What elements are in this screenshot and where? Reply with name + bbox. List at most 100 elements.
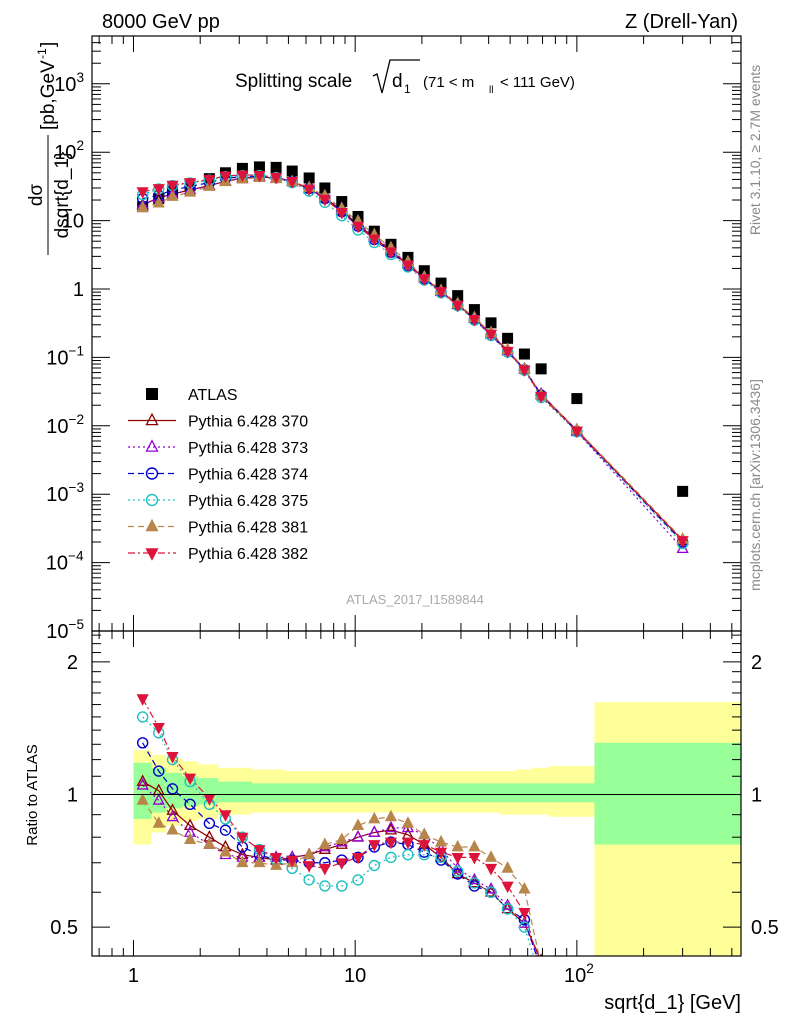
ratio-point-p382 bbox=[183, 773, 197, 786]
ratio-point-p370 bbox=[166, 803, 179, 815]
sqrt-symbol bbox=[372, 59, 420, 94]
ratio-band-green-bin bbox=[217, 781, 235, 803]
ratio-point-p381 bbox=[384, 809, 398, 822]
ratio-point-p373 bbox=[351, 830, 365, 842]
top-point-ATLAS bbox=[435, 277, 447, 289]
ratio-point-p373 bbox=[136, 778, 149, 790]
ratio-point-p382 bbox=[253, 845, 266, 857]
x-tick-label: 10 bbox=[344, 965, 366, 987]
top-y-tick-label: 10 bbox=[62, 211, 84, 233]
top-point-ATLAS bbox=[485, 317, 497, 329]
analysis-id-label: ATLAS_2017_I1589844 bbox=[346, 592, 484, 607]
ratio-band-green-bin bbox=[399, 783, 417, 803]
top-point-p382 bbox=[468, 314, 481, 327]
top-point-p382 bbox=[434, 287, 448, 299]
ratio-point-p382 bbox=[384, 837, 398, 850]
top-point-ATLAS bbox=[535, 363, 547, 375]
ratio-point-p382 bbox=[518, 908, 531, 920]
top-y-tick-label: 102 bbox=[54, 138, 84, 164]
ratio-point-p382 bbox=[536, 966, 546, 976]
ratio-band-green-bin bbox=[266, 783, 286, 803]
ratio-band-green-bin bbox=[499, 783, 517, 803]
ratio-point-p381 bbox=[501, 861, 514, 873]
ratio-y-axis-label: Ratio to ATLAS bbox=[24, 744, 41, 845]
ratio-point-p375 bbox=[385, 851, 397, 864]
ratio-band-green-bin bbox=[301, 783, 318, 803]
ratio-series-layer bbox=[136, 694, 546, 976]
legend-marker bbox=[145, 467, 159, 480]
ratio-point-p375 bbox=[352, 874, 364, 886]
top-panel-frame bbox=[91, 35, 742, 632]
top-y-tick-label: 103 bbox=[54, 70, 84, 96]
ratio-point-p381 bbox=[166, 823, 179, 835]
legend-label: Pythia 6.428 374 bbox=[188, 467, 308, 484]
x-tick-label: 102 bbox=[564, 961, 594, 987]
mcplots-site-label: mcplots.cern.ch [arXiv:1306.3436] bbox=[747, 379, 763, 591]
legend-entry-p382: Pythia 6.428 382 bbox=[128, 546, 308, 563]
top-point-ATLAS bbox=[253, 161, 265, 173]
ratio-point-p373 bbox=[152, 793, 165, 805]
legend-entry-ATLAS: ATLAS bbox=[146, 387, 238, 404]
ratio-point-p382 bbox=[335, 858, 348, 870]
top-series-line-p381 bbox=[142, 177, 684, 540]
legend-entry-p381: Pythia 6.428 381 bbox=[128, 518, 308, 537]
top-point-p381 bbox=[152, 196, 165, 208]
y-label-denominator: dsqrt{d_1} bbox=[52, 152, 73, 239]
top-point-p382 bbox=[535, 391, 548, 404]
ratio-point-p381 bbox=[318, 837, 331, 849]
ratio-y-tick-label-right: 2 bbox=[751, 652, 762, 674]
ratio-point-p381 bbox=[434, 834, 448, 847]
top-point-p381 bbox=[166, 189, 179, 201]
ratio-point-p373 bbox=[384, 820, 398, 833]
ratio-point-p381 bbox=[351, 818, 365, 830]
ratio-point-p381 bbox=[418, 827, 431, 840]
ratio-point-p382 bbox=[451, 852, 464, 865]
top-point-p382 bbox=[183, 178, 197, 190]
header-right-label: Z (Drell-Yan) bbox=[625, 11, 738, 33]
ratio-point-p382 bbox=[270, 852, 283, 865]
ratio-point-p382 bbox=[236, 832, 249, 845]
ratio-y-tick-label-left: 1 bbox=[67, 784, 78, 806]
ratio-point-p382 bbox=[468, 852, 481, 865]
ratio-point-p374 bbox=[451, 868, 464, 880]
legend-label: Pythia 6.428 370 bbox=[188, 414, 308, 431]
ratio-band-green-bin bbox=[466, 783, 484, 803]
ratio-point-p381 bbox=[183, 832, 197, 845]
ratio-point-p382 bbox=[401, 837, 415, 850]
ratio-band-green-bin bbox=[316, 783, 335, 803]
legend-marker bbox=[145, 518, 159, 532]
axis-tick-labels: 10−5 10−4 10−3 10−2 10−1 1 10 102 103 0.5 0.5 1 1 2 2 1… bbox=[46, 70, 779, 987]
ratio-point-p382 bbox=[351, 852, 365, 865]
top-y-tick-label: 10−3 bbox=[46, 480, 84, 506]
ratio-band-green-bin bbox=[350, 783, 367, 803]
top-point-p382 bbox=[451, 300, 464, 313]
ratio-point-p381 bbox=[236, 855, 249, 868]
ratio-point-p374 bbox=[203, 817, 216, 830]
ratio-band-green-bin bbox=[482, 783, 501, 803]
legend-label: Pythia 6.428 382 bbox=[188, 546, 308, 563]
top-point-p382 bbox=[518, 365, 531, 377]
ratio-point-p382 bbox=[501, 881, 514, 894]
ratio-point-p382 bbox=[136, 694, 149, 706]
ratio-point-p374 bbox=[184, 798, 196, 811]
ratio-point-p370 bbox=[451, 866, 464, 879]
top-point-p382 bbox=[501, 346, 514, 359]
ratio-point-p374 bbox=[136, 737, 149, 749]
ratio-point-p381 bbox=[203, 837, 216, 849]
ratio-point-p382 bbox=[434, 847, 448, 860]
top-point-p382 bbox=[335, 207, 348, 220]
plot-title-cut-open: (71 < m bbox=[423, 74, 474, 91]
ratio-point-p381 bbox=[518, 881, 531, 894]
top-point-p382 bbox=[286, 176, 299, 189]
ratio-point-p375 bbox=[485, 886, 497, 898]
ratio-point-p381 bbox=[136, 793, 149, 805]
ratio-point-p375 bbox=[402, 849, 414, 861]
ratio-point-p382 bbox=[303, 861, 316, 873]
axis-ticks bbox=[92, 35, 741, 956]
top-point-p382 bbox=[418, 274, 431, 286]
ratio-point-p381 bbox=[484, 850, 498, 862]
top-series-line-p370 bbox=[142, 175, 684, 541]
ratio-point-p381 bbox=[401, 816, 415, 828]
y-label-numerator: dσ bbox=[26, 184, 47, 207]
ratio-band-green-bin bbox=[549, 783, 595, 803]
